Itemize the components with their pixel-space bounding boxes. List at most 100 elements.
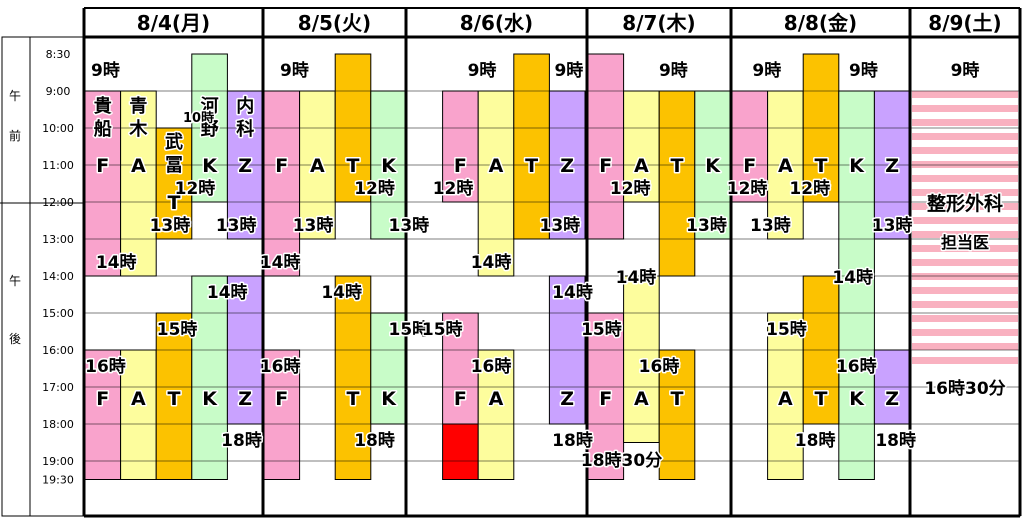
hour-label-25: 15時	[422, 319, 463, 340]
doctor-letter-19: T	[525, 155, 538, 177]
stripe-band-9	[912, 217, 1018, 224]
doctor-letter-29: A	[634, 388, 649, 410]
hour-label-35: 9時	[752, 60, 781, 81]
shift-bar-35	[838, 90, 875, 480]
hour-label-17: 16時	[260, 356, 301, 377]
doctor-letter-0: F	[96, 155, 109, 177]
hour-label-3: 13時	[150, 215, 191, 236]
hour-label-46: 9時	[951, 60, 980, 81]
hour-label-38: 12時	[789, 178, 830, 199]
stripe-band-14	[912, 287, 1018, 294]
doctor-letter-36: A	[778, 388, 793, 410]
hour-label-13: 13時	[389, 215, 430, 236]
doctor-letter-6: A	[131, 388, 146, 410]
hour-label-10: 9時	[280, 60, 309, 81]
doctor-letter-10: F	[275, 155, 288, 177]
hour-label-7: 15時	[157, 319, 198, 340]
doctor-letter-26: T	[671, 155, 684, 177]
stripe-band-2	[912, 119, 1018, 126]
doctor-letter-23: Z	[560, 388, 574, 410]
doctor-letter-33: T	[815, 155, 828, 177]
time-tick-10: 18:00	[42, 418, 74, 431]
doctor-name-char-4: 河	[201, 96, 219, 117]
stripe-band-19	[912, 357, 1018, 364]
hour-label-32: 15時	[581, 319, 622, 340]
doctor-letter-3: K	[202, 155, 218, 177]
hour-label-4: 13時	[216, 215, 257, 236]
hour-label-5: 14時	[96, 252, 137, 273]
stripe-band-10	[912, 231, 1018, 238]
ampm-label-3: 後	[9, 332, 21, 346]
hour-label-1: 10時	[183, 110, 214, 126]
hour-label-36: 9時	[849, 60, 878, 81]
doctor-letter-31: F	[743, 155, 756, 177]
shift-bar-15	[334, 275, 372, 480]
shift-bar-8	[191, 275, 228, 480]
doctor-letter-21: F	[454, 388, 467, 410]
doctor-letter-1: A	[131, 155, 146, 177]
hour-label-31: 14時	[616, 267, 657, 288]
schedule-bars	[84, 53, 1018, 480]
hour-label-0: 9時	[91, 60, 120, 81]
stripe-band-11	[912, 245, 1018, 252]
doctor-letter-24: F	[599, 155, 612, 177]
doctor-name-char-0: 貴	[94, 95, 112, 117]
doctor-letter-14: F	[275, 388, 288, 410]
ampm-label-2: 午	[9, 274, 21, 288]
hour-label-30: 13時	[686, 215, 727, 236]
hour-label-39: 13時	[750, 215, 791, 236]
time-tick-9: 17:00	[42, 381, 74, 394]
doctor-letter-9: Z	[238, 388, 252, 410]
hour-label-16: 15時	[389, 319, 430, 340]
hour-label-21: 12時	[433, 178, 474, 199]
doctor-letter-11: A	[310, 155, 325, 177]
doctor-name-char-8: 武	[165, 132, 183, 153]
hour-label-26: 16時	[471, 356, 512, 377]
hour-label-11: 12時	[354, 178, 395, 199]
hour-label-24: 14時	[552, 282, 593, 303]
doctor-letter-7: T	[168, 388, 181, 410]
stripe-band-8	[912, 203, 1018, 210]
doctor-letter-34: K	[849, 155, 865, 177]
stripe-band-17	[912, 329, 1018, 336]
hour-label-8: 16時	[85, 356, 126, 377]
doctor-letter-13: K	[381, 155, 397, 177]
hour-label-23: 14時	[471, 252, 512, 273]
hour-label-37: 12時	[727, 178, 768, 199]
hour-label-33: 16時	[639, 356, 680, 377]
time-tick-7: 15:00	[42, 307, 74, 320]
hour-label-47: 16時30分	[924, 378, 1005, 399]
doctor-letter-12: T	[347, 155, 360, 177]
shift-bar-1	[120, 90, 157, 277]
doctor-letter-15: T	[347, 388, 360, 410]
hour-label-6: 14時	[207, 282, 248, 303]
shift-bar-27	[658, 90, 696, 277]
stripe-band-18	[912, 343, 1018, 350]
doctor-name-char-3: 木	[128, 118, 148, 140]
time-tick-6: 14:00	[42, 270, 74, 283]
doctor-letter-2: T	[168, 192, 181, 214]
hour-label-42: 15時	[766, 319, 807, 340]
day-header-3: 8/7(木)	[622, 11, 695, 35]
doctor-name-char-9: 冨	[165, 155, 183, 176]
day-header-5: 8/9(土)	[928, 11, 1001, 35]
doctor-letter-18: A	[489, 155, 504, 177]
doctor-name-char-7: 科	[236, 118, 254, 140]
shift-bar-16	[370, 312, 407, 425]
hour-label-44: 18時	[795, 430, 836, 451]
hour-label-45: 18時	[875, 430, 916, 451]
hour-label-28: 9時	[659, 60, 688, 81]
doctor-letter-28: F	[599, 388, 612, 410]
time-tick-5: 13:00	[42, 233, 74, 246]
shift-bar-22	[442, 423, 479, 480]
shift-bar-19	[513, 53, 550, 240]
saturday-doctor-label: 担当医	[941, 233, 989, 252]
hour-label-40: 13時	[872, 215, 913, 236]
day-header-0: 8/4(月)	[137, 11, 210, 35]
doctor-name-char-2: 青	[129, 96, 147, 117]
day-header-4: 8/8(金)	[784, 11, 857, 35]
shift-bar-14	[263, 349, 301, 480]
day-header-2: 8/6(水)	[460, 11, 533, 35]
